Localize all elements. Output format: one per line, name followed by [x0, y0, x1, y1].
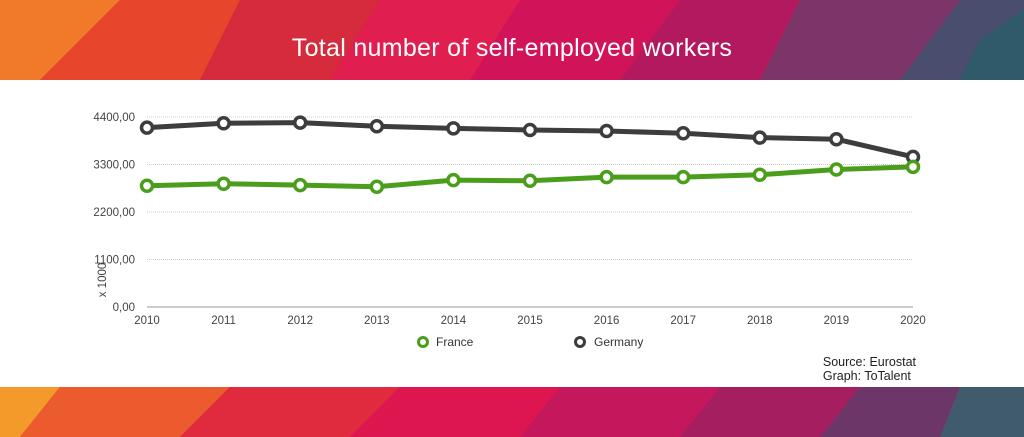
legend-france-label: France [436, 335, 474, 349]
x-tick-label: 2016 [594, 315, 620, 327]
france-point [752, 167, 768, 183]
y-tick-label: 0,00 [113, 302, 135, 314]
y-tick-label: 1100,00 [94, 255, 135, 267]
x-tick-label: 2019 [824, 315, 850, 327]
x-tick-label: 2011 [211, 315, 236, 327]
legend-germany-label: Germany [594, 335, 643, 349]
x-tick-label: 2018 [747, 315, 773, 327]
germany-point [446, 121, 461, 136]
banner-pattern [0, 0, 1024, 80]
x-tick-label: 2014 [441, 315, 467, 327]
legend-france-marker [417, 336, 429, 348]
germany-point [369, 119, 385, 134]
x-tick-label: 2020 [900, 315, 926, 327]
legend-germany-marker [574, 336, 586, 348]
graph-credit: Graph: ToTalent [822, 369, 911, 383]
germany-point [216, 116, 231, 131]
x-tick-label: 2015 [517, 315, 543, 327]
x-tick-label: 2010 [134, 315, 160, 327]
france-point [829, 162, 844, 177]
source-note: Source: Eurostat Graph: ToTalent [823, 355, 916, 383]
chart-title: Total number of self-employed workers [291, 34, 733, 62]
y-tick-label: 4400,00 [93, 112, 135, 124]
france-point [216, 176, 231, 192]
y-axis-label: x 1000 [97, 263, 109, 298]
x-tick-label: 2017 [670, 315, 696, 327]
y-tick-label: 3300,00 [93, 160, 135, 172]
germany-point [522, 122, 538, 138]
x-tick-label: 2013 [364, 315, 390, 327]
germany-point [139, 120, 155, 135]
header-banner: Total number of self-employed workers [0, 0, 1024, 80]
germany-point [752, 130, 768, 145]
germany-point [675, 126, 691, 141]
source-text: Source: Eurostat [822, 355, 916, 369]
y-tick-label: 2200,00 [93, 207, 135, 219]
germany-point [292, 115, 308, 130]
legend-france[interactable]: France [417, 335, 474, 349]
germany-point [599, 123, 614, 139]
france-point [446, 172, 461, 188]
france-point [369, 179, 385, 194]
footer-banner [0, 387, 1024, 437]
france-point [139, 178, 155, 193]
germany-point [829, 131, 844, 147]
line-chart: 0,00 1100,00 2200,00 3300,00 4400,00 2010 201… [93, 112, 926, 349]
x-tick-label: 2012 [287, 315, 313, 327]
france-point [599, 169, 614, 185]
france-point [675, 169, 691, 185]
france-point [905, 159, 921, 175]
legend-germany[interactable]: Germany [574, 335, 644, 349]
france-point [292, 177, 308, 193]
footer-pattern [0, 387, 1024, 437]
france-point [522, 173, 538, 189]
